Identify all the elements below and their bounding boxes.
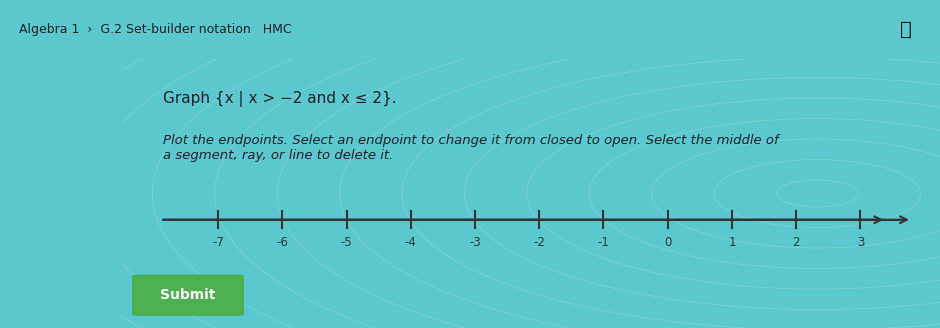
Text: -1: -1 [598, 236, 609, 249]
Text: 2: 2 [792, 236, 800, 249]
Text: -6: -6 [276, 236, 289, 249]
Text: Submit: Submit [161, 288, 215, 302]
Text: -2: -2 [533, 236, 545, 249]
Text: 🏆: 🏆 [901, 20, 912, 39]
Text: 1: 1 [728, 236, 736, 249]
Text: -4: -4 [405, 236, 416, 249]
Text: 3: 3 [856, 236, 864, 249]
Text: 0: 0 [664, 236, 671, 249]
Text: Graph {x | x > −2 and x ≤ 2}.: Graph {x | x > −2 and x ≤ 2}. [164, 91, 397, 107]
Text: Plot the endpoints. Select an endpoint to change it from closed to open. Select : Plot the endpoints. Select an endpoint t… [164, 134, 778, 162]
Text: -3: -3 [469, 236, 481, 249]
Text: Algebra 1  ›  G.2 Set-builder notation   HMC: Algebra 1 › G.2 Set-builder notation HMC [19, 23, 291, 36]
Text: -5: -5 [340, 236, 352, 249]
Text: -7: -7 [212, 236, 224, 249]
FancyBboxPatch shape [132, 275, 244, 316]
